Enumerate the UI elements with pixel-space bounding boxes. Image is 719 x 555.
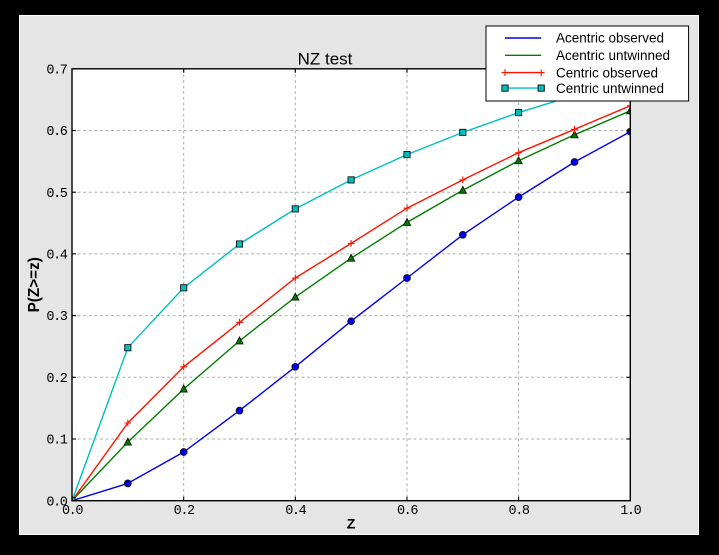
svg-text:0.8: 0.8 bbox=[509, 504, 530, 519]
svg-text:0.2: 0.2 bbox=[174, 504, 195, 519]
svg-text:Centric untwinned: Centric untwinned bbox=[556, 81, 664, 96]
svg-text:0.0: 0.0 bbox=[62, 504, 83, 519]
svg-text:Acentric observed: Acentric observed bbox=[556, 31, 664, 46]
svg-text:0.0: 0.0 bbox=[46, 495, 67, 510]
svg-text:0.6: 0.6 bbox=[46, 125, 67, 140]
svg-text:Acentric untwinned: Acentric untwinned bbox=[556, 48, 670, 63]
svg-text:1.0: 1.0 bbox=[620, 504, 641, 519]
svg-text:Z: Z bbox=[347, 516, 356, 532]
svg-text:0.2: 0.2 bbox=[46, 372, 67, 387]
svg-text:P(Z>=z): P(Z>=z) bbox=[26, 257, 43, 312]
svg-text:0.7: 0.7 bbox=[46, 63, 67, 78]
svg-text:0.3: 0.3 bbox=[46, 310, 67, 325]
svg-text:NZ test: NZ test bbox=[298, 50, 353, 69]
svg-text:0.6: 0.6 bbox=[397, 504, 418, 519]
svg-text:Centric observed: Centric observed bbox=[556, 65, 658, 80]
svg-text:0.1: 0.1 bbox=[46, 434, 67, 449]
svg-text:0.5: 0.5 bbox=[46, 187, 67, 202]
svg-text:0.4: 0.4 bbox=[285, 504, 306, 519]
svg-text:0.4: 0.4 bbox=[46, 249, 67, 264]
